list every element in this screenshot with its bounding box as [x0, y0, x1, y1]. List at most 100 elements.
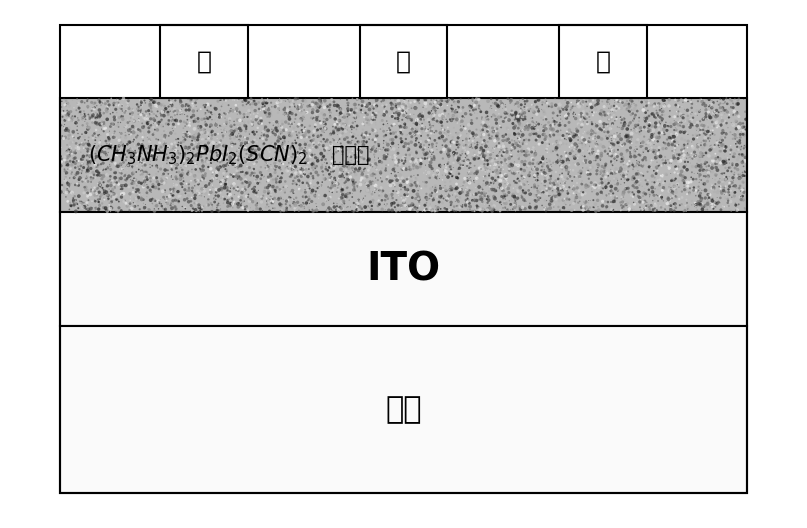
Point: [444, 177, 457, 186]
Point: [648, 192, 661, 201]
Point: [298, 200, 311, 209]
Point: [377, 144, 390, 152]
Point: [669, 96, 682, 104]
Point: [519, 98, 532, 107]
Point: [577, 202, 590, 211]
Point: [118, 197, 131, 206]
Point: [558, 132, 571, 140]
Point: [448, 109, 461, 118]
Point: [619, 173, 632, 181]
Point: [197, 184, 210, 193]
Point: [71, 126, 84, 135]
Point: [289, 175, 302, 184]
Point: [470, 168, 483, 177]
Point: [600, 203, 613, 211]
Point: [446, 201, 459, 210]
Point: [338, 135, 351, 144]
Point: [571, 144, 583, 152]
Point: [320, 197, 333, 205]
Point: [164, 201, 177, 210]
Point: [592, 161, 605, 169]
Point: [482, 191, 495, 200]
Point: [278, 133, 291, 142]
Point: [529, 121, 541, 130]
Point: [337, 206, 349, 214]
Point: [354, 186, 367, 195]
Point: [395, 202, 408, 210]
Point: [395, 156, 408, 165]
Point: [98, 194, 111, 203]
Point: [729, 188, 742, 197]
Point: [538, 182, 551, 190]
Point: [240, 139, 253, 147]
Point: [608, 196, 621, 204]
Point: [381, 121, 394, 129]
Point: [106, 204, 119, 213]
Point: [132, 202, 144, 210]
Point: [88, 156, 101, 165]
Point: [171, 147, 184, 155]
Point: [452, 134, 465, 142]
Point: [358, 133, 371, 142]
Point: [629, 142, 642, 150]
Point: [604, 150, 617, 158]
Point: [145, 145, 158, 153]
Point: [299, 158, 312, 167]
Point: [542, 118, 555, 127]
Point: [161, 156, 174, 165]
Point: [118, 197, 131, 205]
Point: [667, 192, 679, 200]
Point: [332, 111, 345, 119]
Point: [442, 155, 455, 163]
Point: [454, 131, 466, 139]
Point: [312, 108, 324, 117]
Point: [384, 153, 397, 161]
Point: [271, 163, 284, 172]
Point: [147, 115, 160, 123]
Point: [362, 204, 375, 212]
Point: [530, 136, 543, 145]
Point: [380, 175, 393, 183]
Point: [457, 161, 470, 169]
Point: [653, 114, 666, 122]
Point: [551, 111, 564, 120]
Point: [70, 157, 83, 165]
Point: [401, 177, 414, 186]
Point: [558, 199, 571, 208]
Point: [186, 140, 199, 149]
Point: [337, 108, 349, 116]
Point: [223, 195, 236, 203]
Point: [302, 106, 315, 115]
Point: [377, 186, 390, 195]
Point: [349, 107, 362, 115]
Point: [724, 128, 737, 136]
Point: [212, 149, 225, 157]
Point: [466, 133, 479, 141]
Point: [91, 203, 104, 212]
Point: [262, 173, 275, 181]
Point: [428, 154, 441, 162]
Point: [62, 108, 75, 116]
Point: [717, 160, 730, 168]
Point: [570, 172, 583, 180]
Point: [344, 173, 357, 181]
Point: [260, 110, 273, 118]
Point: [622, 121, 635, 130]
Point: [132, 193, 145, 202]
Point: [65, 201, 77, 210]
Point: [295, 152, 307, 161]
Point: [584, 150, 597, 159]
Point: [445, 184, 458, 193]
Point: [70, 106, 83, 115]
Point: [224, 184, 237, 193]
Point: [211, 192, 224, 200]
Point: [154, 147, 167, 156]
Point: [318, 128, 331, 137]
Point: [482, 97, 495, 106]
Point: [583, 147, 596, 155]
Point: [410, 120, 423, 128]
Point: [111, 134, 123, 142]
Point: [399, 114, 412, 122]
Point: [494, 97, 507, 106]
Point: [550, 158, 563, 166]
